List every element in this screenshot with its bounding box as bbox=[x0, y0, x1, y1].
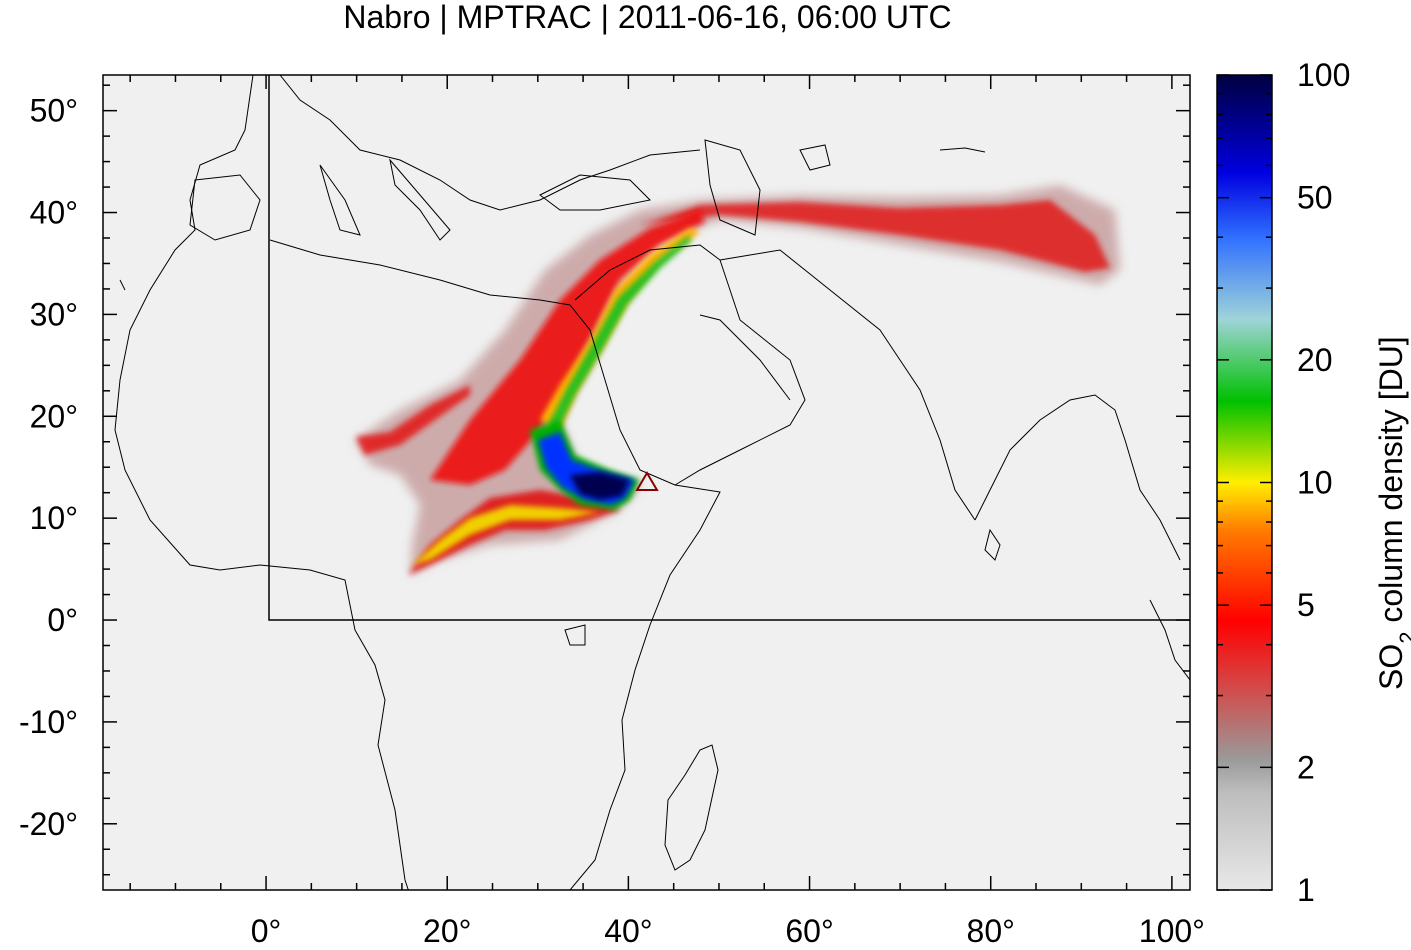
page-title: Nabro | MPTRAC | 2011-06-16, 06:00 UTC bbox=[343, 0, 952, 35]
lon-tick-label: 100° bbox=[1139, 913, 1205, 949]
colorbar-tick-label: 2 bbox=[1297, 749, 1315, 785]
lat-tick-label: -10° bbox=[19, 704, 78, 740]
colorbar-tick-label: 1 bbox=[1297, 872, 1315, 908]
lon-tick-label: 20° bbox=[423, 913, 471, 949]
lon-tick-label: 80° bbox=[967, 913, 1015, 949]
volcano-marker bbox=[635, 471, 659, 491]
domain-box bbox=[268, 75, 1190, 621]
lon-tick-label: 60° bbox=[785, 913, 833, 949]
lon-tick-label: 0° bbox=[251, 913, 282, 949]
lat-tick-label: 20° bbox=[30, 398, 78, 434]
lat-tick-label: 40° bbox=[30, 195, 78, 231]
lat-tick-label: 30° bbox=[30, 296, 78, 332]
colorbar-tick-label: 20 bbox=[1297, 342, 1333, 378]
lat-tick-label: 50° bbox=[30, 93, 78, 129]
colorbar-tick-label: 10 bbox=[1297, 465, 1333, 501]
colorbar-ticks: 1 2 5 10 20 50 100 bbox=[1217, 57, 1350, 908]
lat-tick-label: -20° bbox=[19, 806, 78, 842]
colorbar-tick-label: 50 bbox=[1297, 180, 1333, 216]
lon-axis: 0° 20° 40° 60° 80° 100° bbox=[129, 75, 1205, 949]
map-content bbox=[114, 75, 1190, 890]
so2-plume bbox=[355, 185, 1120, 575]
lat-tick-label: 10° bbox=[30, 500, 78, 536]
lat-axis: 50° 40° 30° 20° 10° 0° -10° -20° bbox=[19, 84, 1190, 876]
map-frame bbox=[102, 74, 1191, 891]
colorbar: 1 2 5 10 20 50 100 SO2 column density [DU] bbox=[1216, 57, 1411, 908]
colorbar-tick-label: 100 bbox=[1297, 57, 1350, 93]
lon-tick-label: 40° bbox=[604, 913, 652, 949]
colorbar-label: SO2 column density [DU] bbox=[1373, 336, 1411, 690]
coastlines bbox=[114, 75, 1190, 890]
lat-tick-label: 0° bbox=[47, 602, 78, 638]
colorbar-tick-label: 5 bbox=[1297, 587, 1315, 623]
